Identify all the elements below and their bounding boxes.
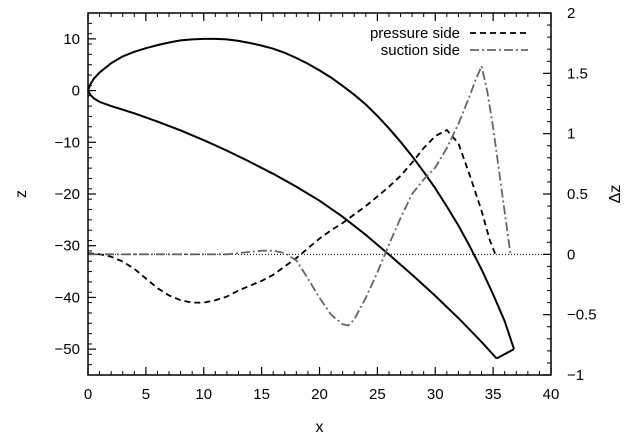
label-layer: 0 5 10 15 20 25 30 35 40100−10−20−30−40−5021.510…	[55, 5, 597, 403]
x-tick-label: 5	[142, 386, 150, 403]
left-y-tick-label: −20	[55, 186, 80, 203]
left-y-tick-label: −50	[55, 341, 80, 358]
right-y-axis-title: Δz	[607, 185, 624, 204]
left-y-tick-label: 10	[63, 31, 80, 48]
x-tick-label: 10	[195, 386, 212, 403]
x-tick-label: 35	[485, 386, 502, 403]
left-y-tick-label: −30	[55, 238, 80, 255]
x-tick-label: 30	[427, 386, 444, 403]
left-y-tick-label: −10	[55, 134, 80, 151]
left-y-tick-label: 0	[72, 83, 80, 100]
series-line-pressure-side	[87, 128, 497, 304]
legend-label-suction-side: suction side	[381, 42, 460, 59]
curve-layer	[87, 37, 515, 360]
x-tick-label: 15	[253, 386, 270, 403]
right-y-tick-label: −1	[567, 367, 584, 384]
airfoil-upper-surface	[87, 37, 515, 350]
right-y-tick-label: 0	[567, 246, 575, 263]
x-tick-label: 0	[84, 386, 92, 403]
x-tick-label: 40	[543, 386, 560, 403]
right-y-tick-label: 1.5	[567, 65, 588, 82]
x-axis-title: x	[316, 419, 324, 436]
legend-label-pressure-side: pressure side	[370, 25, 460, 42]
left-y-axis-title: z	[13, 190, 30, 198]
tick-layer	[87, 12, 552, 376]
legend: pressure side suction side	[370, 25, 528, 59]
left-y-tick-label: −40	[55, 289, 80, 306]
right-y-tick-label: 2	[567, 5, 575, 22]
airfoil-trailing-edge	[496, 348, 515, 360]
x-tick-label: 25	[369, 386, 386, 403]
right-y-tick-label: 1	[567, 126, 575, 143]
right-y-tick-label: −0.5	[567, 307, 597, 324]
x-tick-label: 20	[311, 386, 328, 403]
airfoil-lower-surface	[87, 90, 498, 360]
right-y-tick-label: 0.5	[567, 186, 588, 203]
